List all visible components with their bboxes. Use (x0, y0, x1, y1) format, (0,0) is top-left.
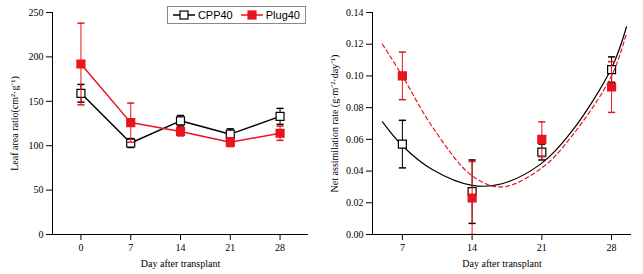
svg-text:150: 150 (29, 96, 44, 107)
svg-text:0.02: 0.02 (346, 197, 364, 208)
svg-text:Day after transplant: Day after transplant (462, 258, 542, 269)
svg-text:28: 28 (275, 242, 285, 253)
svg-text:200: 200 (29, 51, 44, 62)
svg-text:0.08: 0.08 (346, 102, 364, 113)
svg-text:0: 0 (39, 229, 44, 240)
svg-text:21: 21 (537, 242, 547, 253)
svg-text:28: 28 (607, 242, 617, 253)
svg-text:100: 100 (29, 140, 44, 151)
svg-text:250: 250 (29, 7, 44, 18)
svg-text:0: 0 (78, 242, 83, 253)
svg-text:Leaf area ratio(cm²·g⁻¹): Leaf area ratio(cm²·g⁻¹) (9, 76, 21, 171)
svg-text:0.14: 0.14 (346, 7, 364, 18)
svg-text:7: 7 (400, 242, 405, 253)
svg-text:14: 14 (467, 242, 477, 253)
html-text:Plug40: Plug40 (265, 9, 300, 21)
svg-text:21: 21 (225, 242, 235, 253)
svg-text:14: 14 (176, 242, 186, 253)
svg-text:0.10: 0.10 (346, 70, 364, 81)
svg-text:Net assimilation rate (g·m⁻²·d: Net assimilation rate (g·m⁻²·day⁻¹) (329, 55, 341, 193)
svg-text:0.04: 0.04 (346, 165, 364, 176)
svg-text:0.12: 0.12 (346, 38, 364, 49)
svg-text:50: 50 (34, 184, 44, 195)
svg-text:0.06: 0.06 (346, 134, 364, 145)
svg-text:0.00: 0.00 (346, 229, 364, 240)
svg-text:7: 7 (128, 242, 133, 253)
html-text:CPP40: CPP40 (197, 9, 233, 21)
svg-text:Day after transplant: Day after transplant (141, 258, 221, 269)
